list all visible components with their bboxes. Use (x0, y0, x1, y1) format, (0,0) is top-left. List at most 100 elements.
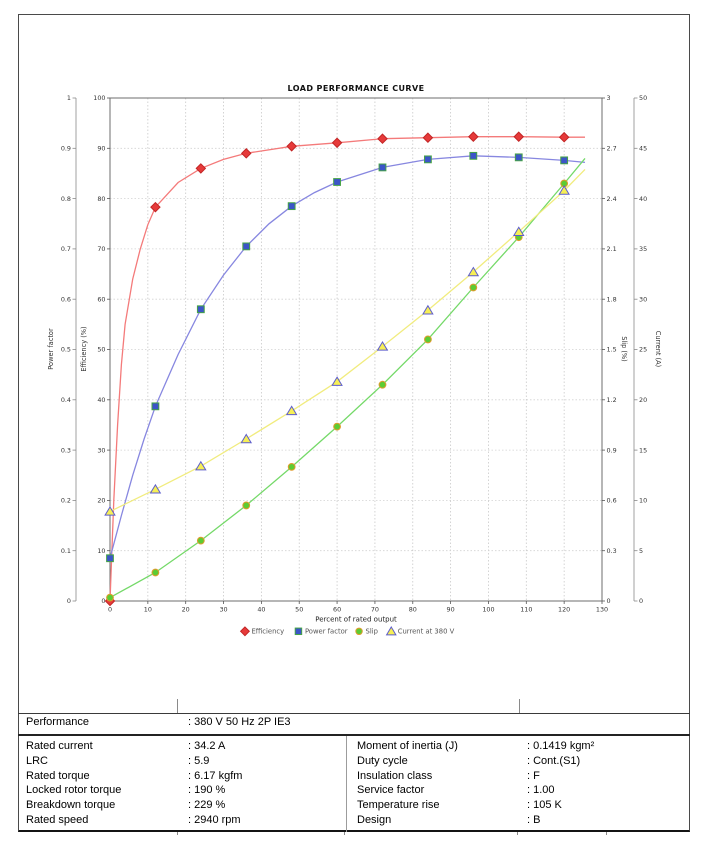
spec-value: : B (527, 814, 541, 826)
table-column-divider (517, 832, 518, 835)
spec-label: Rated current (26, 740, 93, 752)
svg-text:60: 60 (97, 295, 105, 303)
svg-text:50: 50 (295, 606, 303, 614)
spec-label: Rated speed (26, 814, 89, 826)
series-slip (106, 157, 586, 602)
svg-text:2.4: 2.4 (607, 195, 617, 203)
current-axis-title: Current (A) (654, 331, 662, 368)
svg-text:90: 90 (97, 145, 105, 153)
svg-text:20: 20 (639, 396, 647, 404)
svg-text:0: 0 (101, 597, 105, 605)
slip-axis: 0 0.3 0.6 0.9 1.2 1.5 1.8 2.1 2.4 2.7 3 Slip (%) (602, 94, 628, 605)
spec-label: Performance (26, 716, 89, 728)
chart-title: LOAD PERFORMANCE CURVE (288, 84, 425, 93)
spec-label: Locked rotor torque (26, 784, 122, 796)
slip-curve (109, 157, 586, 599)
table-rule-top (18, 713, 690, 714)
svg-text:1.5: 1.5 (607, 346, 617, 354)
svg-text:0.7: 0.7 (61, 245, 71, 253)
svg-text:0: 0 (607, 597, 611, 605)
svg-text:0.9: 0.9 (607, 446, 617, 454)
series-current-at-380-v (104, 168, 586, 516)
legend-label-power-factor: Power factor (305, 628, 348, 636)
table-column-divider (177, 699, 178, 713)
spec-label: Moment of inertia (J) (357, 740, 458, 752)
svg-text:100: 100 (93, 94, 105, 102)
svg-text:30: 30 (219, 606, 227, 614)
svg-text:0.9: 0.9 (61, 145, 71, 153)
svg-text:70: 70 (371, 606, 379, 614)
svg-text:0.6: 0.6 (607, 497, 617, 505)
svg-text:5: 5 (639, 547, 643, 555)
table-column-divider (177, 832, 178, 835)
power-factor-curve (109, 155, 586, 559)
svg-text:20: 20 (182, 606, 190, 614)
spec-label: Duty cycle (357, 755, 408, 767)
legend-label-efficiency: Efficiency (251, 628, 284, 636)
svg-text:0.2: 0.2 (61, 497, 71, 505)
svg-text:0.5: 0.5 (61, 346, 71, 354)
svg-text:80: 80 (97, 195, 105, 203)
legend-label-current-at-380-v: Current at 380 V (398, 628, 455, 636)
svg-text:90: 90 (447, 606, 455, 614)
table-rule-mid (18, 734, 690, 736)
svg-text:0.8: 0.8 (61, 195, 71, 203)
spec-label: Insulation class (357, 770, 433, 782)
power-factor-axis-title: Power factor (47, 328, 55, 370)
svg-text:10: 10 (97, 547, 105, 555)
svg-text:120: 120 (558, 606, 570, 614)
series-efficiency (104, 131, 585, 607)
svg-text:0.4: 0.4 (61, 396, 71, 404)
spec-value: : 1.00 (527, 784, 555, 796)
spec-label: Service factor (357, 784, 425, 796)
svg-text:40: 40 (257, 606, 265, 614)
spec-value: : 2940 rpm (188, 814, 241, 826)
svg-text:0: 0 (67, 597, 71, 605)
svg-text:70: 70 (97, 245, 105, 253)
page-border-frame (18, 14, 690, 832)
table-column-divider (519, 699, 520, 713)
spec-label: Breakdown torque (26, 799, 116, 811)
svg-text:15: 15 (639, 446, 647, 454)
spec-label: Temperature rise (357, 799, 440, 811)
svg-text:30: 30 (97, 446, 105, 454)
svg-text:3: 3 (607, 94, 611, 102)
x-axis: 0 10 20 30 40 50 60 70 80 90 100 110 120 130 Percent o… (108, 601, 608, 624)
table-center-divider (346, 736, 347, 832)
svg-text:0: 0 (108, 606, 112, 614)
svg-text:2.7: 2.7 (607, 145, 617, 153)
svg-text:130: 130 (596, 606, 608, 614)
svg-text:2.1: 2.1 (607, 245, 617, 253)
x-axis-title: Percent of rated output (315, 616, 397, 624)
slip-axis-title: Slip (%) (620, 336, 628, 362)
table-column-divider (606, 832, 607, 835)
svg-text:1.2: 1.2 (607, 396, 617, 404)
efficiency-axis: 0 10 20 30 40 50 60 70 80 90 100 Efficiency (%) (80, 94, 110, 605)
svg-text:1: 1 (67, 94, 71, 102)
svg-text:0.6: 0.6 (61, 295, 71, 303)
legend-label-slip: Slip (366, 628, 378, 636)
spec-value: : 105 K (527, 799, 562, 811)
svg-text:40: 40 (639, 195, 647, 203)
svg-text:1.8: 1.8 (607, 295, 617, 303)
spec-value: : 0.1419 kgm² (527, 740, 595, 752)
svg-text:35: 35 (639, 245, 647, 253)
spec-value: : 5.9 (188, 755, 210, 767)
svg-text:20: 20 (97, 497, 105, 505)
gridlines (110, 98, 603, 601)
svg-text:0.3: 0.3 (607, 547, 617, 555)
spec-value: : 380 V 50 Hz 2P IE3 (188, 716, 291, 728)
svg-text:25: 25 (639, 346, 647, 354)
svg-text:80: 80 (409, 606, 417, 614)
svg-text:10: 10 (144, 606, 152, 614)
efficiency-axis-title: Efficiency (%) (80, 326, 88, 371)
svg-text:0: 0 (639, 597, 643, 605)
spec-value: : F (527, 770, 540, 782)
svg-text:10: 10 (639, 497, 647, 505)
svg-text:45: 45 (639, 145, 647, 153)
table-column-divider (344, 832, 345, 835)
current-axis: 0 5 10 15 20 25 30 35 40 45 50 Current (A) (633, 94, 662, 605)
current-at-380-v-curve (109, 168, 586, 513)
